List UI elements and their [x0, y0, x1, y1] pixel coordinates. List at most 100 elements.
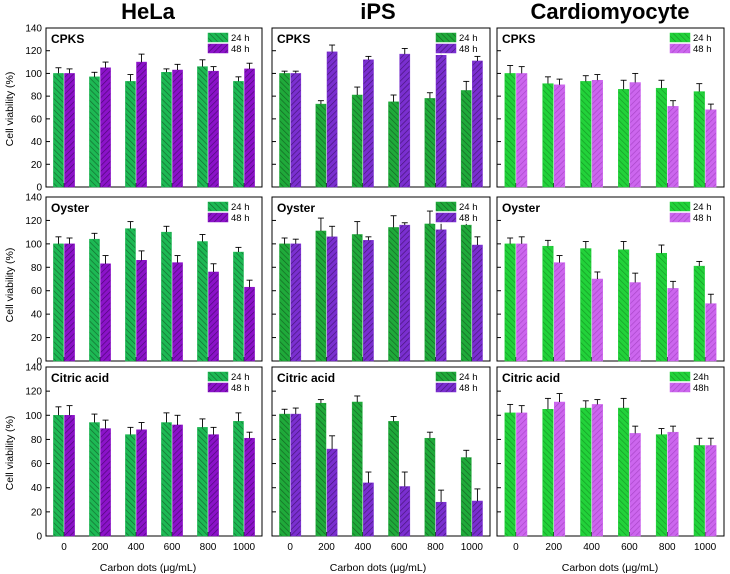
- panel-title: Oyster: [277, 201, 315, 215]
- bar-48h: [326, 448, 338, 537]
- x-tick-label: 800: [427, 542, 444, 553]
- bar-24h: [460, 224, 472, 362]
- legend-label: 24 h: [459, 33, 478, 44]
- bar-24h: [315, 230, 327, 362]
- bar-48h: [64, 415, 75, 537]
- bar-24h: [618, 249, 630, 362]
- bar-48h: [472, 60, 483, 188]
- bar-24h: [53, 73, 64, 188]
- panel-ips-2: Oyster 24 h48 h: [271, 196, 491, 362]
- legend-label: 48 h: [693, 44, 712, 55]
- bar-24h: [504, 73, 516, 188]
- x-tick-label: 0: [61, 542, 67, 553]
- x-tick-label: 600: [621, 542, 638, 553]
- y-tick-label: 80: [31, 435, 43, 446]
- legend-label: 24 h: [231, 202, 250, 213]
- x-tick-label: 400: [354, 542, 371, 553]
- bar-48h: [244, 437, 255, 537]
- bar-24h: [693, 91, 705, 188]
- bar-24h: [233, 421, 244, 537]
- y-tick-label: 0: [36, 532, 42, 543]
- bar-24h: [580, 81, 592, 188]
- bar-24h: [197, 241, 208, 362]
- legend-swatch-24h: [669, 371, 691, 382]
- column-title-cardiomyocyte: Cardiomyocyte: [531, 0, 690, 24]
- bar-24h: [125, 81, 136, 188]
- bar-24h: [504, 412, 516, 537]
- legend-swatch-24h: [669, 201, 691, 212]
- bar-48h: [435, 55, 447, 188]
- legend-swatch-48h: [435, 212, 457, 223]
- plot-frame: [271, 196, 491, 362]
- y-tick-label: 140: [25, 193, 42, 204]
- panel-ips-3: 0 200 400 600 800 1000 Citric acid 24 h48 h: [271, 366, 491, 553]
- bar-24h: [618, 407, 630, 537]
- bar-24h: [53, 243, 64, 362]
- bar-48h: [516, 412, 528, 537]
- x-tick-label: 400: [583, 542, 600, 553]
- bar-48h: [435, 501, 447, 537]
- bar-24h: [89, 422, 100, 537]
- y-tick-label: 40: [31, 137, 43, 148]
- x-tick-label: 0: [513, 542, 519, 553]
- bar-24h: [233, 251, 244, 362]
- legend-label: 48 h: [459, 213, 478, 224]
- bar-24h: [351, 401, 363, 537]
- plot-frame: [271, 366, 491, 537]
- legend-label: 48 h: [231, 383, 250, 394]
- x-tick-label: 1000: [694, 542, 717, 553]
- panel-title: CPKS: [502, 32, 535, 46]
- bar-24h: [351, 234, 363, 362]
- x-tick-label: 200: [318, 542, 335, 553]
- panel-title: Citric acid: [277, 371, 335, 385]
- bar-48h: [208, 70, 219, 188]
- bar-48h: [244, 68, 255, 188]
- x-tick-label: 400: [128, 542, 145, 553]
- bar-24h: [460, 90, 472, 188]
- bar-24h: [315, 103, 327, 188]
- panel-ips-1: CPKS 24 h48 h: [271, 27, 491, 188]
- bar-48h: [64, 73, 75, 188]
- bar-24h: [542, 409, 554, 537]
- y-tick-label: 80: [31, 92, 43, 103]
- xlabel-hela: Carbon dots (μg/mL): [100, 562, 197, 574]
- y-tick-label: 120: [25, 46, 42, 57]
- bar-48h: [629, 282, 641, 362]
- bar-48h: [290, 243, 302, 362]
- bar-48h: [172, 262, 183, 362]
- bar-24h: [618, 89, 630, 188]
- legend-swatch-24h: [207, 371, 229, 382]
- y-tick-label: 60: [31, 286, 43, 297]
- bar-48h: [172, 424, 183, 537]
- bar-48h: [516, 73, 528, 188]
- bar-48h: [667, 431, 679, 537]
- x-tick-label: 600: [391, 542, 408, 553]
- bar-24h: [424, 437, 436, 537]
- bar-24h: [197, 427, 208, 537]
- bar-48h: [399, 486, 411, 537]
- legend-swatch-48h: [669, 212, 691, 223]
- panel-title: Citric acid: [51, 371, 109, 385]
- y-tick-label: 0: [36, 183, 42, 194]
- ylabel-row-2: Cell viability (%): [4, 248, 16, 323]
- legend-swatch-48h: [669, 382, 691, 393]
- y-tick-label: 80: [31, 263, 43, 274]
- x-tick-label: 1000: [461, 542, 484, 553]
- bar-48h: [208, 434, 219, 537]
- legend-label: 24 h: [459, 202, 478, 213]
- x-tick-label: 1000: [233, 542, 256, 553]
- legend-swatch-24h: [435, 32, 457, 43]
- bar-48h: [326, 51, 338, 188]
- y-tick-label: 120: [25, 387, 42, 398]
- xlabel-cardiomyocyte: Carbon dots (μg/mL): [562, 562, 659, 574]
- bar-24h: [655, 87, 668, 188]
- bar-48h: [363, 240, 374, 362]
- bar-24h: [315, 402, 327, 537]
- bar-48h: [136, 429, 147, 537]
- legend-label: 24 h: [693, 202, 712, 213]
- bar-48h: [554, 262, 566, 362]
- legend-label: 24 h: [231, 33, 250, 44]
- y-tick-label: 140: [25, 363, 42, 374]
